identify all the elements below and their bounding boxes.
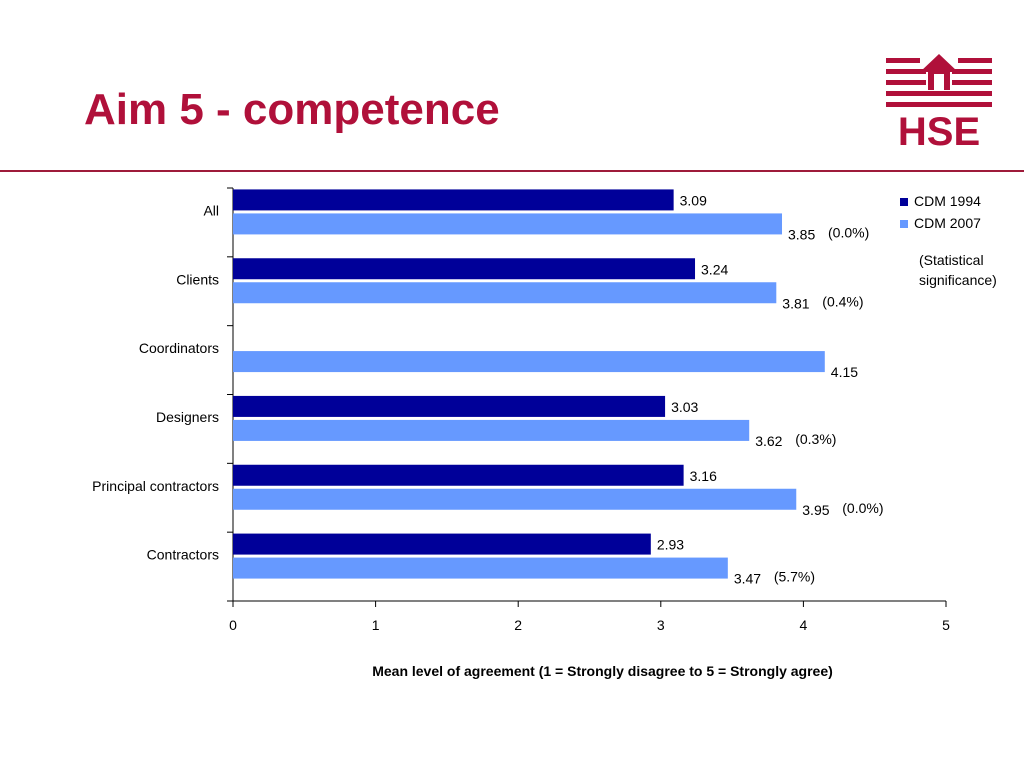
legend-swatch [900, 220, 908, 228]
bar-cdm-2007 [233, 282, 777, 304]
bar-cdm-2007 [233, 488, 797, 510]
category-label: All [203, 202, 219, 218]
legend-label: CDM 2007 [914, 215, 981, 231]
x-tick-label: 0 [229, 617, 237, 633]
slide-title: Aim 5 - competence [84, 85, 500, 134]
x-tick-label: 4 [800, 617, 808, 633]
x-tick-label: 2 [514, 617, 522, 633]
x-tick-label: 1 [372, 617, 380, 633]
significance-label: (5.7%) [774, 569, 815, 585]
legend-note-line: (Statistical [919, 252, 984, 268]
value-label-cdm-1994: 3.24 [701, 261, 728, 277]
bar-cdm-1994 [233, 464, 684, 486]
significance-label: (0.3%) [795, 431, 836, 447]
x-tick-label: 5 [942, 617, 950, 633]
value-label-cdm-2007: 3.47 [734, 571, 761, 587]
significance-label: (0.4%) [822, 293, 863, 309]
value-label-cdm-1994: 3.03 [671, 399, 698, 415]
category-label: Principal contractors [92, 478, 219, 494]
bar-cdm-1994 [233, 533, 651, 555]
title-divider [0, 170, 1024, 172]
bar-cdm-1994 [233, 189, 674, 211]
bar-cdm-1994 [233, 395, 666, 417]
legend-note-line: significance) [919, 272, 997, 288]
hse-logo-text: HSE [898, 110, 980, 148]
bar-cdm-1994 [233, 258, 696, 280]
category-label: Contractors [147, 547, 219, 563]
value-label-cdm-2007: 3.95 [802, 502, 829, 518]
significance-label: (0.0%) [842, 500, 883, 516]
value-label-cdm-1994: 3.09 [680, 192, 707, 208]
value-label-cdm-1994: 2.93 [657, 537, 684, 553]
legend-swatch [900, 198, 908, 206]
category-label: Coordinators [139, 340, 219, 356]
bar-cdm-2007 [233, 557, 728, 579]
bar-cdm-2007 [233, 351, 825, 373]
category-label: Designers [156, 409, 219, 425]
value-label-cdm-2007: 3.81 [782, 295, 809, 311]
bar-cdm-2007 [233, 213, 783, 235]
legend-label: CDM 1994 [914, 193, 981, 209]
hse-logo: HSE [886, 54, 992, 148]
bar-cdm-2007 [233, 419, 750, 441]
value-label-cdm-1994: 3.16 [690, 468, 717, 484]
significance-label: (0.0%) [828, 224, 869, 240]
x-axis-title: Mean level of agreement (1 = Strongly di… [372, 663, 833, 679]
value-label-cdm-2007: 3.85 [788, 226, 815, 242]
x-tick-label: 3 [657, 617, 665, 633]
category-label: Clients [176, 271, 219, 287]
value-label-cdm-2007: 3.62 [755, 433, 782, 449]
value-label-cdm-2007: 4.15 [831, 364, 858, 380]
